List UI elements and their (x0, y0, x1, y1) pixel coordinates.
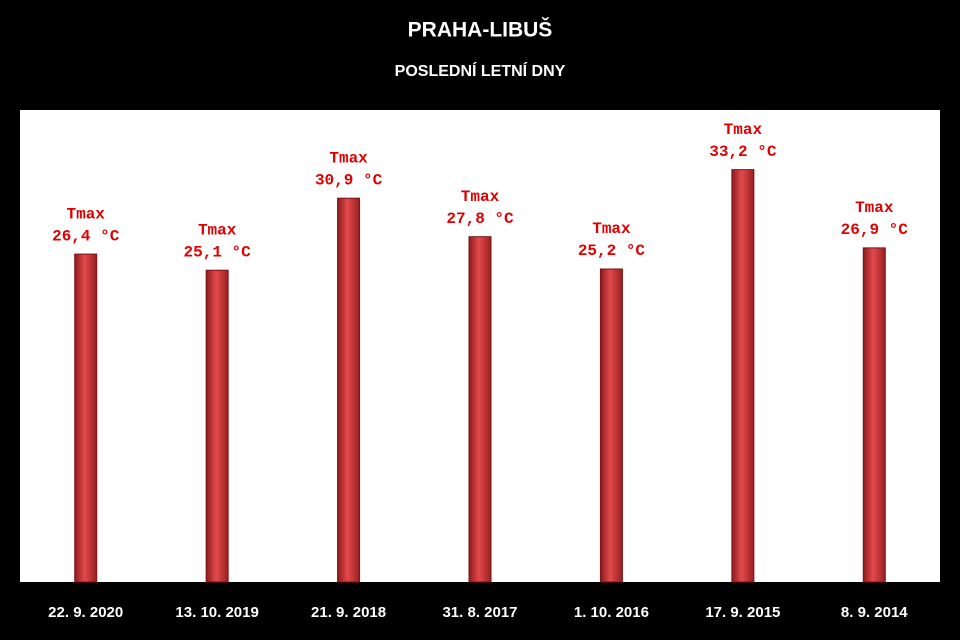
x-tick-label: 21. 9. 2018 (311, 604, 386, 621)
value-label: 25,2 °C (578, 242, 646, 260)
x-tick-label: 8. 9. 2014 (841, 604, 908, 621)
x-tick-label: 1. 10. 2016 (574, 604, 649, 621)
series-name-label: Tmax (67, 205, 106, 223)
bar (599, 268, 623, 583)
series-name-label: Tmax (855, 199, 894, 217)
x-tick-label: 31. 8. 2017 (442, 604, 517, 621)
value-label: 30,9 °C (315, 171, 383, 189)
value-label: 26,4 °C (52, 227, 120, 245)
value-label: 33,2 °C (709, 143, 777, 161)
series-name-label: Tmax (592, 220, 631, 238)
bar (74, 253, 98, 583)
series-name-label: Tmax (724, 121, 763, 139)
value-label: 25,1 °C (184, 243, 252, 261)
value-label: 26,9 °C (841, 221, 909, 239)
x-tick-label: 22. 9. 2020 (48, 604, 123, 621)
series-name-label: Tmax (198, 221, 237, 239)
series-name-label: Tmax (461, 188, 500, 206)
chart-title: PRAHA-LIBUŠ (408, 18, 553, 42)
bar (205, 269, 229, 583)
bar (468, 236, 492, 583)
x-tick-label: 17. 9. 2015 (705, 604, 780, 621)
bar (862, 247, 886, 583)
chart-subtitle: POSLEDNÍ LETNÍ DNY (395, 61, 566, 80)
series-name-label: Tmax (329, 149, 368, 167)
bar (337, 197, 361, 583)
bar (731, 169, 755, 583)
value-label: 27,8 °C (446, 210, 514, 228)
x-tick-label: 13. 10. 2019 (175, 604, 258, 621)
